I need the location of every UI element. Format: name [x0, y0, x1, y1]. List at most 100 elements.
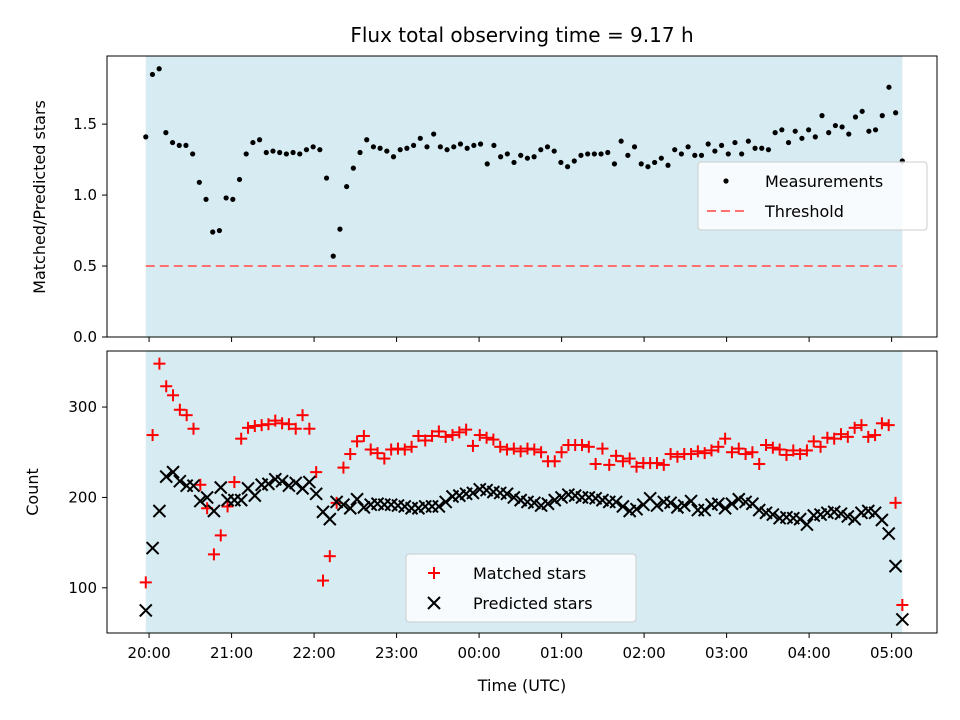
- predicted-star-point: [711, 497, 726, 511]
- matched-star-point: [610, 449, 623, 462]
- measurement-point: [143, 134, 149, 140]
- predicted-star-point: [718, 501, 732, 515]
- predicted-star-point: [616, 499, 630, 514]
- measurement-point: [330, 253, 336, 259]
- measurement-points: [143, 66, 905, 259]
- matched-star-point: [289, 422, 302, 435]
- predicted-star-point: [554, 490, 569, 505]
- legend-measurements-label: Measurements: [765, 172, 883, 191]
- measurement-point: [444, 147, 450, 153]
- matched-star-point: [310, 466, 323, 479]
- measurement-point: [518, 152, 524, 158]
- matched-star-point: [732, 442, 745, 455]
- matched-star-point: [698, 447, 711, 460]
- measurement-point: [283, 151, 289, 157]
- top-panel: 0.0 0.5 1.0 1.5 Matched/Predicted stars Mea…: [30, 55, 938, 346]
- predicted-star-point: [343, 501, 357, 515]
- matched-star-point: [848, 421, 861, 434]
- x-tick-label: 00:00: [457, 644, 500, 662]
- x-tick-label: 03:00: [705, 644, 748, 662]
- measurement-point: [645, 164, 651, 170]
- predicted-star-points: [139, 465, 910, 627]
- matched-star-point: [616, 455, 629, 468]
- matched-star-point: [466, 439, 479, 452]
- predicted-star-point: [834, 506, 848, 521]
- measurement-point: [544, 144, 551, 150]
- y-tick-label: 1.0: [73, 186, 97, 204]
- predicted-star-point: [677, 498, 691, 513]
- matched-star-point: [882, 419, 895, 432]
- measurement-point: [203, 196, 209, 202]
- measurement-point: [658, 155, 664, 161]
- matched-star-point: [596, 442, 609, 455]
- measurement-point: [752, 145, 758, 151]
- matched-star-point: [371, 447, 384, 460]
- matched-star-points: [139, 357, 909, 611]
- predicted-star-point: [207, 504, 221, 518]
- predicted-star-point: [261, 477, 276, 491]
- x-tick-label: 01:00: [540, 644, 583, 662]
- measurement-point: [698, 152, 705, 158]
- measurement-point: [357, 149, 363, 156]
- matched-star-point: [160, 380, 173, 393]
- measurement-point: [370, 144, 377, 150]
- top-y-axis-label: Matched/Predicted stars: [30, 100, 49, 294]
- predicted-star-point: [193, 494, 208, 508]
- measurement-point: [792, 128, 798, 134]
- measurement-point: [812, 134, 818, 140]
- predicted-star-point: [432, 499, 446, 514]
- measurement-point: [852, 114, 859, 120]
- measurement-point: [872, 127, 879, 133]
- predicted-star-point: [357, 500, 371, 515]
- measurement-point: [571, 158, 577, 164]
- matched-star-point: [207, 548, 220, 561]
- matched-star-point: [575, 439, 588, 451]
- matched-star-point: [623, 452, 636, 465]
- matched-star-point: [780, 448, 793, 461]
- bottom-legend-box: [405, 553, 637, 623]
- matched-star-point: [671, 450, 684, 463]
- predicted-star-point: [186, 478, 201, 493]
- measurement-point: [524, 155, 531, 161]
- matched-star-point: [664, 448, 677, 461]
- measurement-point: [390, 154, 397, 160]
- predicted-star-point: [302, 475, 317, 489]
- matched-star-point: [167, 389, 180, 402]
- y-tick-label: 0.5: [73, 257, 97, 275]
- x-tick-label: 02:00: [622, 644, 665, 662]
- matched-star-point: [896, 598, 909, 611]
- measurement-point: [384, 148, 390, 154]
- matched-star-point: [187, 422, 200, 435]
- matched-star-point: [446, 429, 459, 442]
- measurement-point: [364, 137, 370, 143]
- measurement-point: [611, 161, 618, 167]
- matched-star-point: [794, 448, 807, 461]
- measurement-point: [377, 145, 383, 151]
- predicted-star-point: [323, 512, 337, 526]
- measurement-point: [270, 148, 276, 154]
- predicted-star-point: [139, 603, 153, 618]
- x-tick-label: 20:00: [127, 644, 170, 662]
- predicted-star-point: [145, 541, 160, 555]
- y-tick-label: 100: [68, 579, 97, 597]
- predicted-star-point: [882, 526, 896, 541]
- measurement-point: [344, 183, 350, 190]
- matched-star-point: [494, 440, 507, 453]
- predicted-star-point: [507, 490, 521, 505]
- measurement-point: [578, 152, 584, 158]
- predicted-star-point: [875, 513, 889, 527]
- bottom-axes-frame: [106, 350, 938, 634]
- matched-star-point: [398, 443, 411, 456]
- predicted-star-point: [466, 486, 480, 500]
- matched-star-point: [487, 433, 500, 446]
- measurement-point: [712, 148, 718, 154]
- predicted-star-point: [527, 496, 541, 510]
- matched-star-point: [139, 576, 152, 589]
- matched-star-point: [555, 446, 568, 459]
- measurement-point: [477, 141, 484, 147]
- measurement-point: [839, 124, 845, 130]
- measurement-point: [183, 142, 189, 149]
- measurement-point: [511, 159, 517, 166]
- matched-star-point: [807, 435, 820, 448]
- measurement-point: [263, 149, 269, 156]
